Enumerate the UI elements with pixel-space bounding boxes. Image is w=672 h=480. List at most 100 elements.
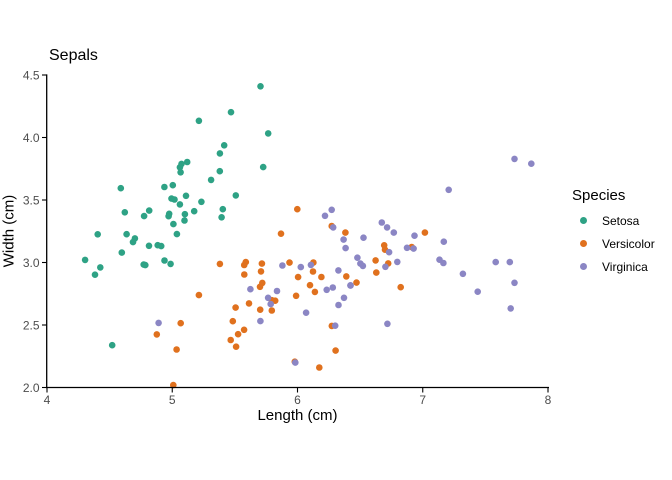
data-point	[378, 219, 386, 226]
legend-label-setosa: Setosa	[602, 213, 640, 228]
data-point	[335, 267, 342, 274]
data-point	[161, 257, 168, 264]
x-tick-label: 4	[44, 393, 51, 407]
data-point	[384, 320, 391, 328]
data-point	[198, 198, 205, 206]
y-tick-label: 2.0	[23, 381, 40, 395]
data-point	[307, 261, 315, 269]
data-point	[117, 184, 125, 192]
data-point	[176, 164, 184, 171]
data-point	[241, 271, 248, 278]
data-point	[181, 217, 188, 224]
data-point	[256, 306, 264, 314]
data-point	[247, 285, 254, 293]
data-point	[81, 256, 89, 264]
data-point	[207, 176, 215, 184]
data-point	[302, 309, 310, 317]
x-tick-label: 8	[545, 393, 552, 407]
data-point	[176, 201, 184, 208]
data-point	[227, 336, 234, 344]
data-point	[492, 258, 500, 266]
data-point	[173, 230, 181, 238]
data-point	[220, 142, 228, 149]
data-point	[165, 212, 172, 220]
legend-label-virginica: Virginica	[602, 259, 648, 274]
data-point	[292, 359, 299, 366]
data-point	[323, 286, 331, 294]
data-point	[332, 347, 339, 354]
chart-title: Sepals	[49, 47, 98, 64]
x-axis-title: Length (cm)	[257, 407, 338, 424]
data-point	[173, 346, 180, 353]
y-tick-label: 4.5	[23, 68, 40, 82]
data-point	[373, 269, 380, 276]
data-point	[264, 294, 272, 302]
data-point	[306, 281, 314, 289]
data-point	[216, 150, 224, 157]
data-point	[385, 248, 393, 256]
legend-item-virginica: Virginica	[572, 255, 655, 278]
data-point	[94, 231, 101, 238]
data-point	[245, 300, 253, 307]
data-point	[268, 307, 276, 314]
data-point	[328, 206, 336, 214]
data-point	[257, 268, 265, 275]
data-point	[181, 210, 189, 218]
x-tick-label: 5	[169, 393, 176, 407]
data-point	[182, 192, 190, 200]
data-point	[421, 229, 429, 236]
data-point	[440, 238, 448, 245]
data-point	[232, 304, 239, 311]
data-point	[410, 245, 417, 252]
data-point	[232, 192, 240, 199]
data-point	[129, 238, 137, 246]
data-point	[354, 254, 361, 261]
data-point	[360, 234, 367, 241]
data-point	[218, 214, 225, 221]
legend-swatch-setosa-icon	[580, 217, 587, 224]
data-point	[390, 229, 398, 236]
data-point	[155, 319, 162, 327]
data-point	[321, 212, 329, 220]
data-point	[161, 183, 168, 191]
data-point	[383, 224, 391, 231]
data-point	[397, 283, 405, 291]
y-tick-label: 3.0	[23, 256, 40, 270]
data-point	[506, 258, 514, 266]
data-point	[123, 230, 130, 238]
data-point	[403, 244, 411, 252]
data-point	[329, 224, 337, 231]
data-point	[108, 341, 116, 349]
data-point	[294, 273, 302, 281]
data-point	[507, 305, 514, 312]
data-point	[359, 262, 367, 270]
data-point	[257, 317, 264, 325]
data-point	[97, 264, 104, 271]
data-point	[227, 108, 235, 116]
data-point	[297, 263, 305, 271]
data-point	[372, 257, 379, 264]
data-point	[342, 229, 349, 236]
data-point	[279, 262, 286, 269]
y-tick-label: 3.5	[23, 193, 40, 207]
legend-item-setosa: Setosa	[572, 209, 655, 232]
data-point	[353, 279, 360, 286]
data-point	[340, 294, 348, 302]
data-point	[382, 263, 389, 271]
y-axis-title: Width (cm)	[0, 194, 18, 268]
data-point	[219, 205, 227, 213]
data-point	[153, 331, 161, 338]
x-tick-label: 7	[419, 393, 426, 407]
data-point	[121, 209, 129, 216]
data-point	[273, 287, 281, 295]
legend-title: Species	[572, 187, 626, 204]
data-point	[170, 220, 177, 228]
data-point	[145, 242, 153, 250]
data-point	[271, 297, 279, 305]
data-point	[170, 381, 177, 389]
data-point	[474, 288, 482, 296]
data-point	[183, 158, 191, 166]
data-point	[142, 261, 149, 269]
data-point	[329, 284, 337, 291]
